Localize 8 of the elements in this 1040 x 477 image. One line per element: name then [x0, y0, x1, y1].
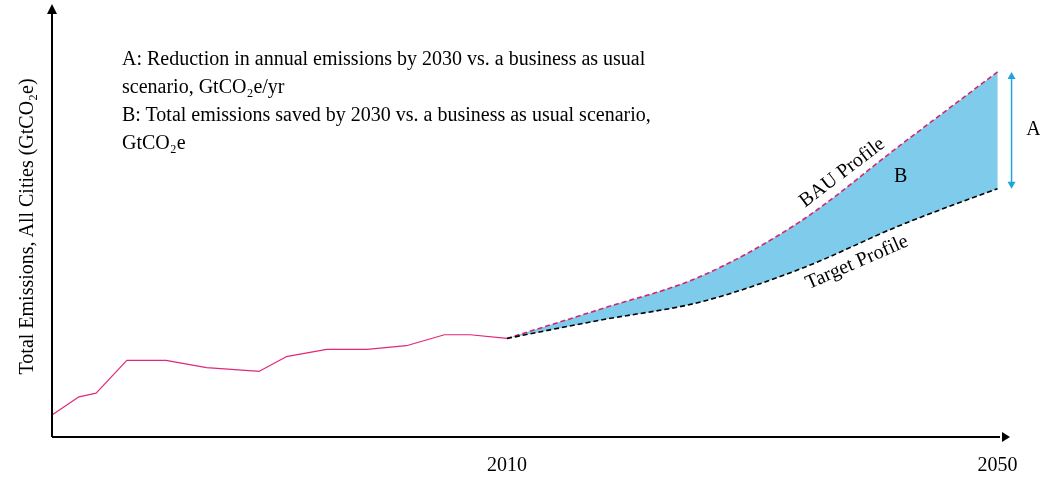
text: Target Profile — [801, 228, 912, 294]
annotation: A — [1026, 116, 1040, 139]
annotation: B — [893, 163, 908, 186]
x-tick-label: 2010 — [486, 453, 527, 476]
annotation: A: Reduction in annual emissions by 2030 vs. a business as usual scenario, GtCO₂e/yr — [122, 46, 647, 100]
x-tick-label: 2050 — [977, 453, 1018, 476]
annotation: B: Total emissions saved by 2030 vs. a business as usual scenario, GtCO₂e — [122, 102, 652, 155]
y-axis-title: Total Emissions, All Cities (GtCO₂e) — [15, 78, 39, 375]
